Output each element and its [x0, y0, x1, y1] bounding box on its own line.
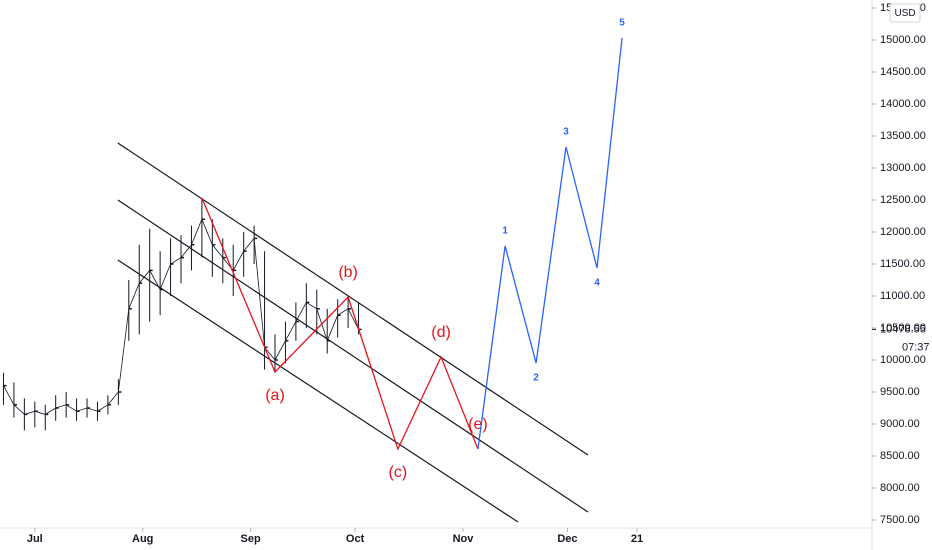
y-tick-label: 13500.00: [880, 130, 926, 142]
wave-label: 5: [619, 18, 625, 29]
channel-line: [117, 259, 519, 523]
x-tick-label: Nov: [453, 533, 475, 545]
currency-box[interactable]: [889, 3, 921, 23]
wave-label: (e): [468, 416, 488, 433]
wave-label: (c): [389, 464, 408, 481]
x-tick-label: Jul: [27, 533, 43, 545]
last-price: 10478.55: [880, 323, 926, 335]
channel-line: [117, 199, 589, 513]
x-tick-label: Dec: [557, 533, 577, 545]
wave-label: (d): [431, 324, 451, 341]
channel-line: [117, 142, 589, 456]
y-tick-label: 11500.00: [880, 258, 925, 270]
y-tick-label: 12000.00: [880, 226, 926, 238]
y-tick-label: 10000.00: [880, 354, 926, 366]
y-tick-label: 14000.00: [880, 98, 926, 110]
y-tick-label: 10500.00: [880, 322, 926, 334]
x-tick-label: Sep: [241, 533, 261, 545]
countdown: 07:37: [902, 341, 930, 353]
currency[interactable]: USD: [894, 8, 915, 19]
y-tick-label: 12500.00: [880, 194, 926, 206]
y-tick-label: 11000.00: [880, 290, 925, 302]
wave-label: 1: [502, 226, 508, 237]
y-tick-label: 14500.00: [880, 66, 926, 78]
y-tick-label: 7500.00: [880, 514, 920, 526]
x-tick-label: Oct: [346, 533, 365, 545]
x-tick-label: 21: [631, 533, 643, 545]
price-line: [3, 218, 359, 415]
y-tick-label: 8000.00: [880, 482, 920, 494]
wave-line: [477, 37, 623, 450]
y-tick-label: 9500.00: [880, 386, 920, 398]
wave-label: (a): [265, 387, 285, 404]
y-tick-label: 13000.00: [880, 162, 926, 174]
wave-label: 3: [563, 127, 569, 138]
wave-label: 2: [533, 373, 539, 384]
x-tick-label: Aug: [132, 533, 153, 545]
wave-line: [201, 197, 479, 451]
y-tick-label: 8500.00: [880, 450, 920, 462]
wave-label: 4: [594, 278, 600, 289]
y-tick-label: 9000.00: [880, 418, 920, 430]
y-tick-label: 15000.00: [880, 34, 926, 46]
wave-label: (b): [338, 264, 358, 281]
